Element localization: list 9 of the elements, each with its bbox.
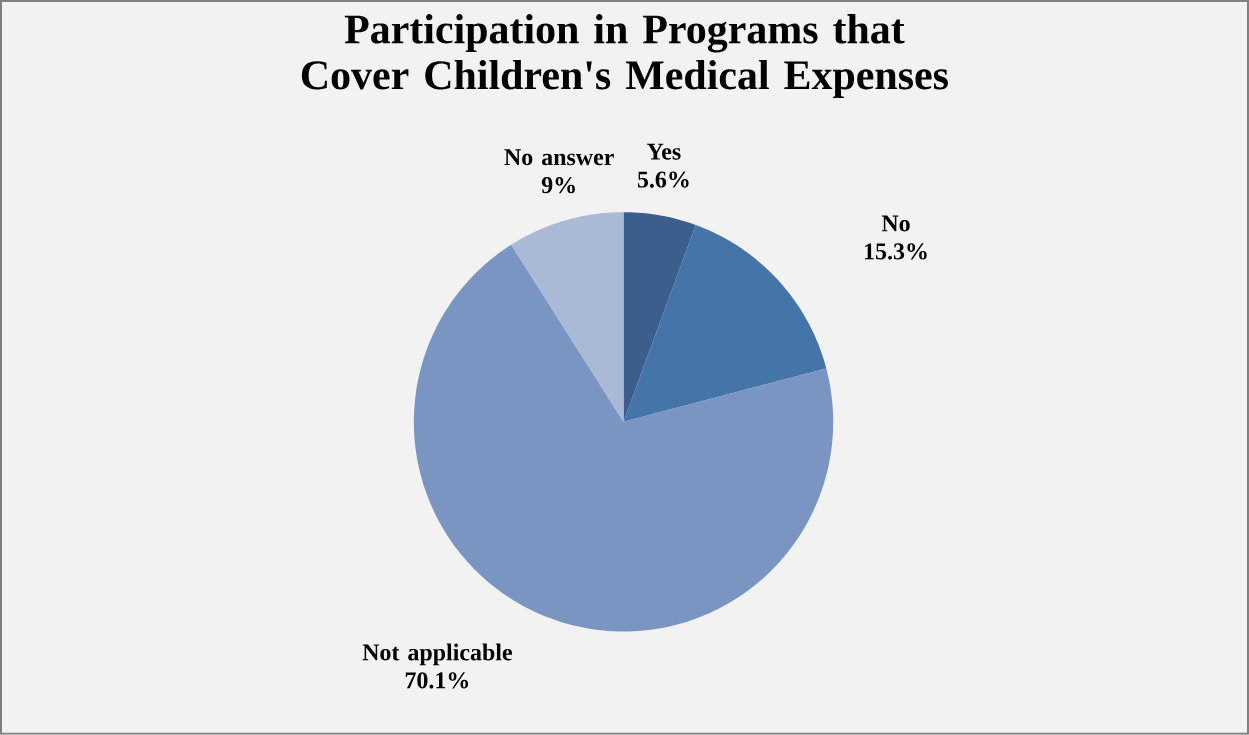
data-label: 70.1%	[405, 672, 469, 689]
chart-title: Participation in Programs that Cover Children's Medical Expenses	[301, 14, 948, 99]
data-label: 9%	[541, 177, 575, 194]
slice-label: Not applicable	[362, 643, 512, 666]
data-label: 5.6%	[637, 171, 689, 188]
data-label: 15.3%	[864, 243, 927, 260]
slice-label: Yes	[646, 143, 681, 160]
slice-label: No	[881, 215, 910, 232]
slice-label: No answer	[504, 149, 614, 166]
